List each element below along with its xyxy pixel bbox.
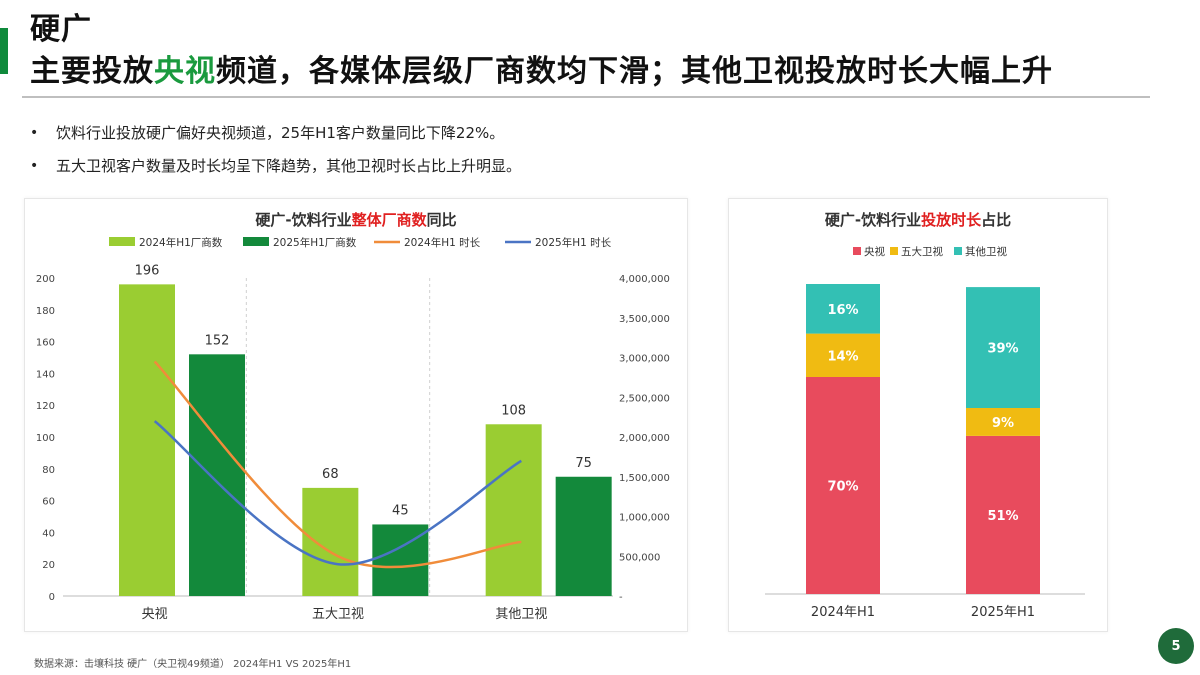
y-left-tick-label: 20 xyxy=(42,560,55,571)
title-highlight: 央视 xyxy=(154,54,216,89)
bullet-dot-icon: • xyxy=(30,124,39,141)
y-right-tick-label: 2,000,000 xyxy=(619,433,670,444)
y-right-tick-label: 500,000 xyxy=(619,552,660,563)
bar xyxy=(302,487,359,596)
bar xyxy=(189,354,245,596)
y-right-tick-label: 1,500,000 xyxy=(619,473,670,484)
segment-value-label: 51% xyxy=(987,509,1018,524)
y-right-tick-label: - xyxy=(619,592,623,603)
y-right-tick-label: 4,000,000 xyxy=(619,274,670,285)
x-tick-label: 五大卫视 xyxy=(312,607,364,622)
stacked-bar-segment xyxy=(806,333,880,377)
chart-title-part: 硬广-饮料行业 xyxy=(825,211,921,229)
bar xyxy=(555,476,612,596)
bar-value-label: 152 xyxy=(205,333,230,348)
series-line xyxy=(153,420,522,566)
x-tick-label: 2025年H1 xyxy=(971,605,1035,620)
legend-swatch xyxy=(243,237,269,246)
stacked-bar-segment xyxy=(966,408,1040,436)
y-left-tick-label: 140 xyxy=(36,369,55,380)
y-right-tick-label: 1,000,000 xyxy=(619,513,670,524)
bullet-text: 饮料行业投放硬广偏好央视频道，25年H1客户数量同比下降22%。 xyxy=(56,124,505,142)
bullet-text: 五大卫视客户数量及时长均呈下降趋势，其他卫视时长占比上升明显。 xyxy=(56,157,522,175)
y-right-tick-label: 3,500,000 xyxy=(619,314,670,325)
series-line xyxy=(153,360,522,569)
legend-swatch xyxy=(853,247,861,255)
segment-value-label: 14% xyxy=(827,349,858,364)
bar xyxy=(119,284,175,596)
bullet-item: • 饮料行业投放硬广偏好央视频道，25年H1客户数量同比下降22%。 xyxy=(30,122,521,143)
y-left-tick-label: 40 xyxy=(42,528,55,539)
segment-value-label: 39% xyxy=(987,342,1018,357)
stacked-bar-segment xyxy=(966,287,1040,408)
bullet-item: • 五大卫视客户数量及时长均呈下降趋势，其他卫视时长占比上升明显。 xyxy=(30,155,521,176)
y-left-tick-label: 200 xyxy=(36,274,55,285)
chart-title-highlight: 整体厂商数 xyxy=(352,211,428,229)
y-right-tick-label: 3,000,000 xyxy=(619,354,670,365)
y-left-tick-label: 0 xyxy=(49,592,55,603)
y-left-tick-label: 160 xyxy=(36,338,55,349)
legend-swatch xyxy=(109,237,135,246)
bullet-dot-icon: • xyxy=(30,157,39,174)
y-left-tick-label: 60 xyxy=(42,497,55,508)
legend-label: 五大卫视 xyxy=(901,245,943,258)
title-part-1: 主要投放 xyxy=(30,54,154,89)
chart-title-part: 硬广-饮料行业 xyxy=(255,211,351,229)
title-divider xyxy=(22,96,1150,98)
legend-swatch xyxy=(954,247,962,255)
segment-value-label: 70% xyxy=(827,480,858,495)
x-tick-label: 央视 xyxy=(142,607,168,622)
bar-value-label: 68 xyxy=(322,467,339,482)
y-left-tick-label: 100 xyxy=(36,433,55,444)
legend-label: 其他卫视 xyxy=(965,245,1007,258)
advertiser-count-chart-panel: 硬广-饮料行业整体厂商数同比 2024年H1厂商数 2025年H1厂商数 2024年H… xyxy=(24,198,688,632)
advertiser-count-chart: 硬广-饮料行业整体厂商数同比 2024年H1厂商数 2025年H1厂商数 2024年H… xyxy=(36,211,670,622)
x-tick-label: 其他卫视 xyxy=(495,607,547,622)
legend-label: 2025年H1厂商数 xyxy=(273,236,357,249)
title-accent-bar xyxy=(0,28,8,74)
bar-value-label: 45 xyxy=(392,503,409,518)
legend-label: 2025年H1 时长 xyxy=(535,236,612,249)
bullet-list: • 饮料行业投放硬广偏好央视频道，25年H1客户数量同比下降22%。 • 五大卫… xyxy=(30,122,521,188)
legend-swatch xyxy=(890,247,898,255)
y-right-tick-label: 2,500,000 xyxy=(619,393,670,404)
chart-title: 硬广-饮料行业整体厂商数同比 xyxy=(255,211,456,229)
data-source-note: 数据来源：击壤科技 硬广（央卫视49频道） 2024年H1 VS 2025年H1 xyxy=(34,659,352,670)
stacked-bar-segment xyxy=(806,284,880,334)
page-title: 主要投放央视频道，各媒体层级厂商数均下滑；其他卫视投放时长大幅上升 xyxy=(30,46,1053,90)
y-left-tick-label: 120 xyxy=(36,401,55,412)
legend-label: 央视 xyxy=(864,245,885,258)
legend-label: 2024年H1厂商数 xyxy=(139,236,223,249)
bar xyxy=(485,424,542,596)
bar-value-label: 108 xyxy=(501,403,526,418)
legend-label: 2024年H1 时长 xyxy=(404,236,481,249)
x-tick-label: 2024年H1 xyxy=(811,605,875,620)
y-left-tick-label: 180 xyxy=(36,306,55,317)
chart-title-part: 占比 xyxy=(981,211,1011,229)
segment-value-label: 9% xyxy=(992,416,1014,431)
chart-title: 硬广-饮料行业投放时长占比 xyxy=(825,211,1011,229)
stacked-bar-segment xyxy=(966,435,1040,594)
bar-value-label: 196 xyxy=(135,263,160,278)
title-part-2: 频道，各媒体层级厂商数均下滑；其他卫视投放时长大幅上升 xyxy=(216,54,1053,89)
chart-title-part: 同比 xyxy=(427,211,457,229)
y-left-tick-label: 80 xyxy=(42,465,55,476)
chart-title-highlight: 投放时长 xyxy=(921,211,982,229)
page-number-badge: 5 xyxy=(1158,628,1194,664)
page-title-category: 硬广 xyxy=(30,12,92,47)
segment-value-label: 16% xyxy=(827,303,858,318)
stacked-bar-segment xyxy=(806,377,880,594)
bar-value-label: 75 xyxy=(575,456,592,471)
duration-share-chart-panel: 硬广-饮料行业投放时长占比央视 五大卫视 其他卫视 70% 14% 16% 2024年H1 5… xyxy=(728,198,1108,632)
